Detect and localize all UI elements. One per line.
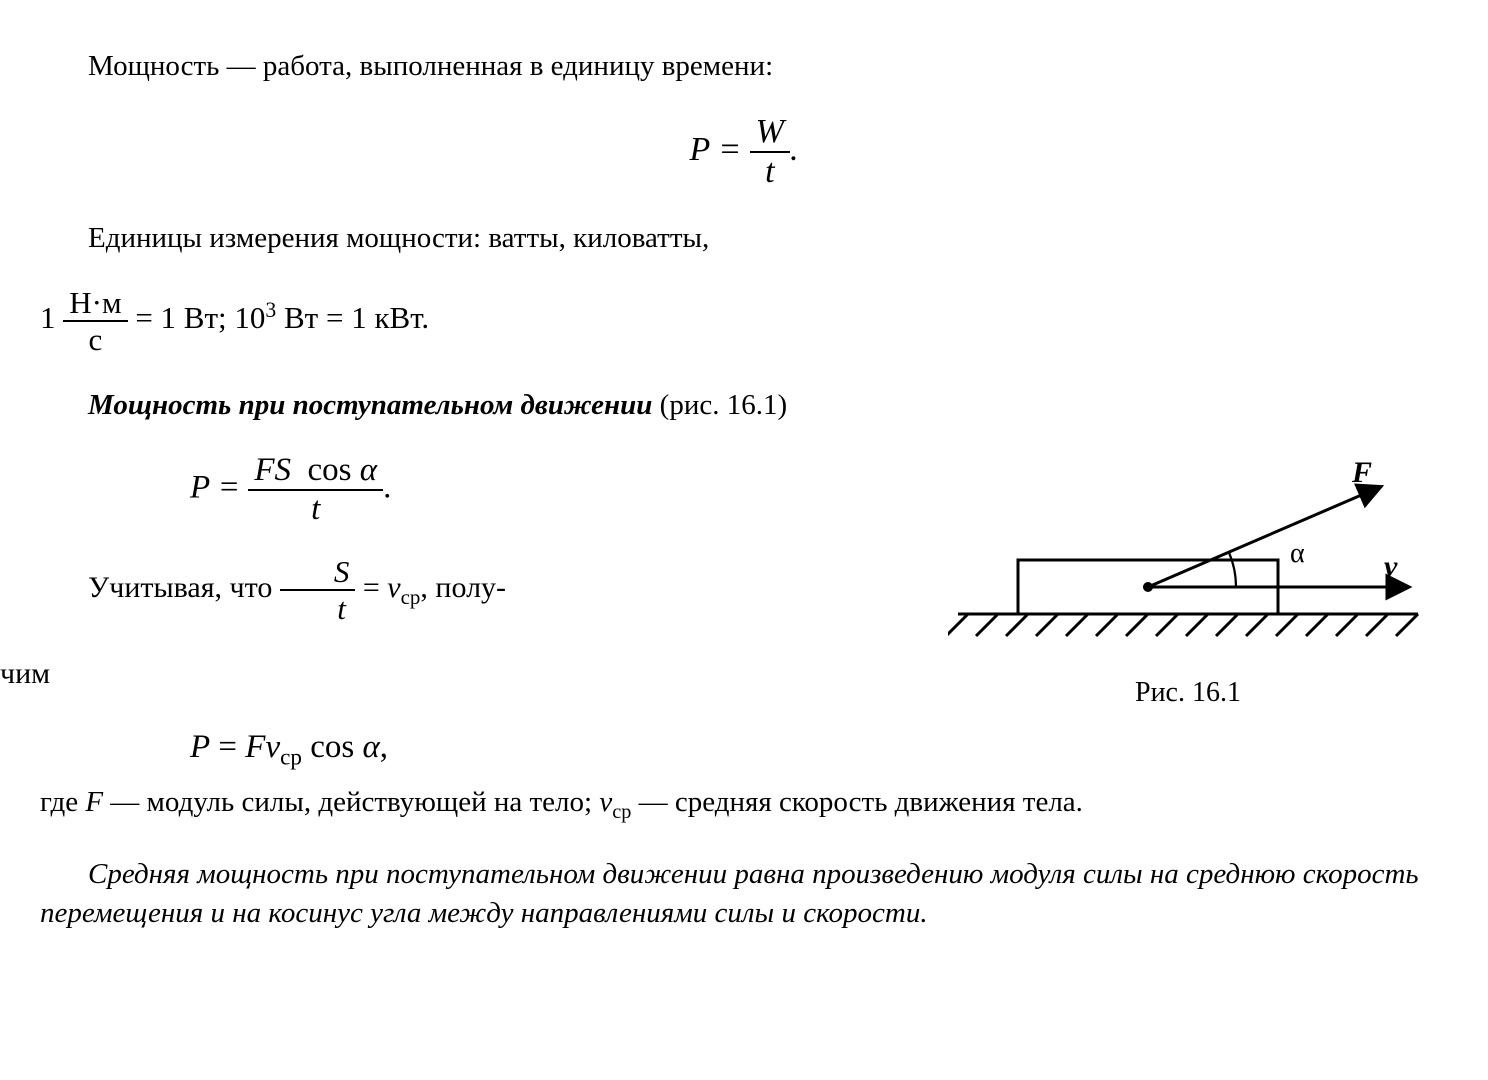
- units-one: 1: [40, 300, 56, 335]
- p4-num: S: [280, 556, 356, 591]
- eq3-comma: ,: [380, 729, 388, 765]
- translational-title-line: Мощность при поступательном движении (ри…: [40, 386, 1448, 425]
- figure-column: Fv α Рис. 16.1: [928, 454, 1448, 711]
- eq2-cos: cos: [308, 452, 352, 488]
- eq1-tail: .: [790, 131, 799, 168]
- units-exp: 3: [265, 298, 276, 322]
- p4-v: v: [387, 571, 400, 604]
- translational-ref: (рис. 16.1): [652, 389, 787, 421]
- units-frac-num: Н·м: [63, 287, 127, 322]
- conclusion-paragraph: Средняя мощность при поступательном движ…: [40, 855, 1448, 933]
- p5-v: v: [599, 786, 612, 818]
- considering-line: Учитывая, что S t = vср, полу-: [40, 556, 908, 624]
- eq2-lhs: P =: [190, 470, 248, 506]
- eq2-den: t: [248, 491, 383, 526]
- definition-line: Мощность — работа, выполненная в единицу…: [40, 47, 1448, 86]
- formula-result: P = Fvср cos α,: [190, 725, 908, 773]
- content-row: P = FS cos α t . Учитывая, что S t =: [40, 454, 1448, 776]
- eq3-v: v: [265, 729, 280, 765]
- formula-power: P = W t .: [40, 115, 1448, 189]
- p4-den: t: [280, 591, 356, 624]
- p4-pre: Учитывая, что: [88, 571, 280, 604]
- units-ten: 10: [234, 300, 265, 335]
- svg-text:α: α: [1290, 538, 1305, 569]
- eq3-alpha: α: [362, 729, 379, 765]
- figure-16-1: Fv α: [948, 454, 1428, 654]
- p5-sub: ср: [612, 800, 631, 822]
- p4-mid: =: [363, 571, 387, 604]
- eq3-F: F: [245, 729, 265, 765]
- eq2-alpha: α: [360, 452, 377, 488]
- left-column: P = FS cos α t . Учитывая, что S t =: [40, 454, 928, 776]
- units-eq1: = 1 Вт;: [135, 300, 234, 335]
- p4-post: , полу-: [420, 571, 506, 604]
- translational-title: Мощность при поступательном движении: [88, 389, 652, 421]
- eq1-den: t: [750, 153, 790, 189]
- units-frac-den: с: [63, 322, 127, 355]
- figure-caption: Рис. 16.1: [928, 674, 1448, 712]
- eq1-fraction: W t: [750, 115, 790, 189]
- p4-cont: чим: [0, 654, 908, 695]
- units-intro: Единицы измерения мощности: ватты, килов…: [40, 219, 1448, 258]
- eq1-lhs: P: [690, 131, 710, 168]
- p5-a: где: [40, 786, 85, 818]
- p5-F: F: [85, 786, 103, 818]
- formula-translational: P = FS cos α t .: [190, 454, 908, 526]
- eq1-num: W: [750, 115, 790, 153]
- p5-b: — модуль силы, действующей на тело;: [103, 786, 599, 818]
- eq2-num-a: FS: [254, 452, 291, 488]
- p4-sub: ср: [401, 585, 421, 609]
- eq3-P: P: [190, 729, 210, 765]
- eq2-tail: .: [383, 470, 391, 506]
- svg-text:F: F: [1351, 456, 1372, 489]
- eq3-eq: =: [210, 729, 245, 765]
- units-line: 1 Н·м с = 1 Вт; 103 Вт = 1 кВт.: [40, 287, 1448, 355]
- eq3-cos: cos: [310, 729, 362, 765]
- svg-text:v: v: [1384, 550, 1398, 583]
- p5-c: — средняя скорость движения тела.: [631, 786, 1083, 818]
- where-line: где F — модуль силы, действующей на тело…: [40, 783, 1448, 826]
- physics-page: Мощность — работа, выполненная в единицу…: [0, 0, 1488, 982]
- eq3-sub: ср: [280, 744, 302, 770]
- units-tail: Вт = 1 кВт.: [276, 300, 429, 335]
